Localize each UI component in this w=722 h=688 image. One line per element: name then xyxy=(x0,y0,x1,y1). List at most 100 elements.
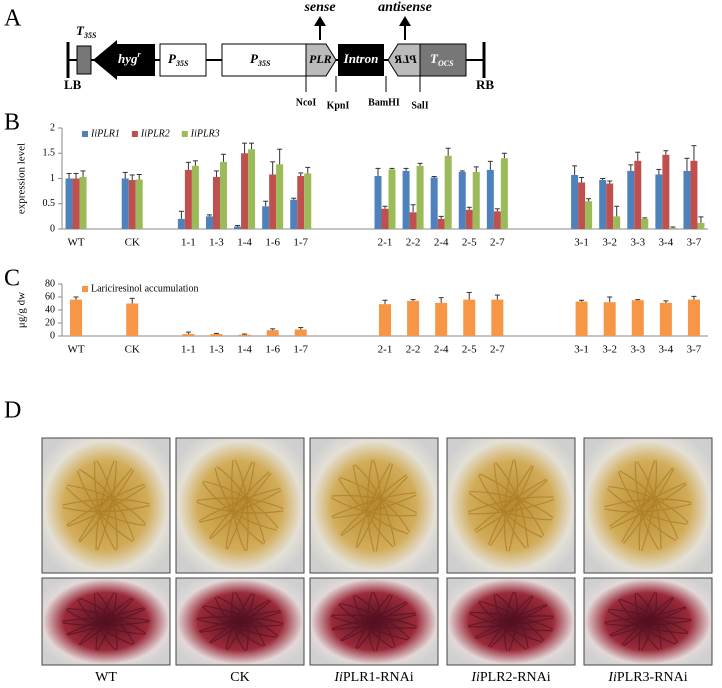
x-tick-label: 2-5 xyxy=(462,344,477,356)
root-texture xyxy=(330,459,418,552)
y-tick-label: 20 xyxy=(45,317,55,328)
x-tick-label: 1-4 xyxy=(237,237,252,249)
intron-label: Intron xyxy=(343,51,379,66)
x-tick-label: 2-4 xyxy=(434,344,449,356)
y-tick-label: 1.5 xyxy=(43,148,56,159)
bar xyxy=(458,171,466,229)
label-text: WT xyxy=(95,670,117,685)
bar xyxy=(486,169,494,229)
x-tick-label: 1-1 xyxy=(181,344,196,356)
x-tick-label: 1-3 xyxy=(209,237,224,249)
bar xyxy=(304,173,312,229)
bar xyxy=(571,174,579,229)
root-texture xyxy=(467,459,555,552)
bar xyxy=(606,183,614,229)
bar xyxy=(641,218,649,229)
t35s-label: T35S xyxy=(76,23,97,40)
site-label: SalI xyxy=(411,100,428,111)
lb-label: LB xyxy=(64,77,82,92)
bar xyxy=(135,179,143,229)
root-texture xyxy=(196,591,284,652)
bar xyxy=(435,302,448,336)
bar xyxy=(269,174,277,229)
x-tick-label: 3-7 xyxy=(687,344,702,356)
x-tick-label: 3-2 xyxy=(602,344,617,356)
tocs-box xyxy=(419,43,467,77)
y-tick-label: 60 xyxy=(45,291,55,302)
antisense-arrow-head xyxy=(399,16,411,26)
label-text: PLR1-RNAi xyxy=(343,670,414,685)
x-tick-label: 3-7 xyxy=(687,237,702,249)
tocs-main: T xyxy=(430,51,439,66)
plr-sense-arrow xyxy=(305,43,337,77)
plr-sense-label: PLR xyxy=(309,52,332,66)
hyg-sup: r xyxy=(138,50,142,59)
photo xyxy=(583,577,713,666)
photo xyxy=(309,437,439,574)
t35s-sub: 35S xyxy=(83,31,97,40)
legend-label: IiPLR2 xyxy=(140,128,170,139)
photo xyxy=(446,577,576,666)
x-tick-label: CK xyxy=(125,344,140,356)
x-tick-label: 3-1 xyxy=(574,344,589,356)
bar xyxy=(500,158,508,229)
photo xyxy=(583,437,713,574)
bar xyxy=(241,153,249,229)
bar xyxy=(407,300,420,336)
x-tick-label: 2-1 xyxy=(378,344,393,356)
bar xyxy=(65,178,73,229)
site-label: KpnI xyxy=(327,100,350,111)
panel-label: D xyxy=(4,398,21,424)
label-text: CK xyxy=(230,670,249,685)
sense-label: sense xyxy=(303,0,335,15)
photo-label: CK xyxy=(230,670,249,685)
root-texture xyxy=(196,459,284,552)
bar xyxy=(599,180,607,229)
bar xyxy=(465,209,473,229)
photo xyxy=(41,437,171,574)
x-tick-label: WT xyxy=(67,344,84,356)
p35s-box xyxy=(159,43,207,77)
x-tick-label: 3-1 xyxy=(574,237,589,249)
legend-label: IiPLR3 xyxy=(190,128,220,139)
bar xyxy=(121,178,129,229)
bar xyxy=(631,300,644,336)
site-label: BamHI xyxy=(368,97,400,108)
x-tick-label: 3-4 xyxy=(659,344,674,356)
legend-label: Lariciresinol accumulation xyxy=(91,283,198,294)
label-italic: Ii xyxy=(470,670,480,685)
photo xyxy=(446,437,576,574)
photo-panel: D WT CK IiPLR1-RNAi IiPLR2-RNAi IiPLR3-RNAi xyxy=(4,398,713,685)
x-tick-label: 1-1 xyxy=(181,237,196,249)
photo xyxy=(309,577,439,666)
y-tick-label: 0.5 xyxy=(43,198,56,209)
y-tick-label: 0 xyxy=(50,223,55,234)
bar xyxy=(191,165,199,229)
bar xyxy=(381,208,389,229)
legend-swatch xyxy=(82,286,88,292)
bar xyxy=(182,334,195,336)
root-texture xyxy=(604,591,692,652)
bar xyxy=(379,304,391,336)
bar xyxy=(430,177,438,229)
bar xyxy=(603,302,616,336)
bar xyxy=(297,175,305,229)
photo-label: IiPLR2-RNAi xyxy=(470,670,550,685)
x-tick-label: 1-3 xyxy=(209,344,224,356)
root-texture xyxy=(467,591,555,652)
rb-label: RB xyxy=(476,77,494,92)
photo-label: WT xyxy=(95,670,117,685)
bar xyxy=(126,303,139,336)
legend-swatch xyxy=(82,131,88,137)
x-tick-label: 3-4 xyxy=(659,237,674,249)
y-axis-label: expression level xyxy=(16,143,28,214)
x-tick-label: 3-2 xyxy=(602,237,617,249)
bar xyxy=(585,201,593,229)
bar xyxy=(402,170,410,229)
intron-box xyxy=(338,44,384,76)
bar xyxy=(409,212,417,229)
bar xyxy=(683,170,691,229)
p35s-label: P35S xyxy=(168,51,189,68)
antisense-label: antisense xyxy=(378,0,432,15)
